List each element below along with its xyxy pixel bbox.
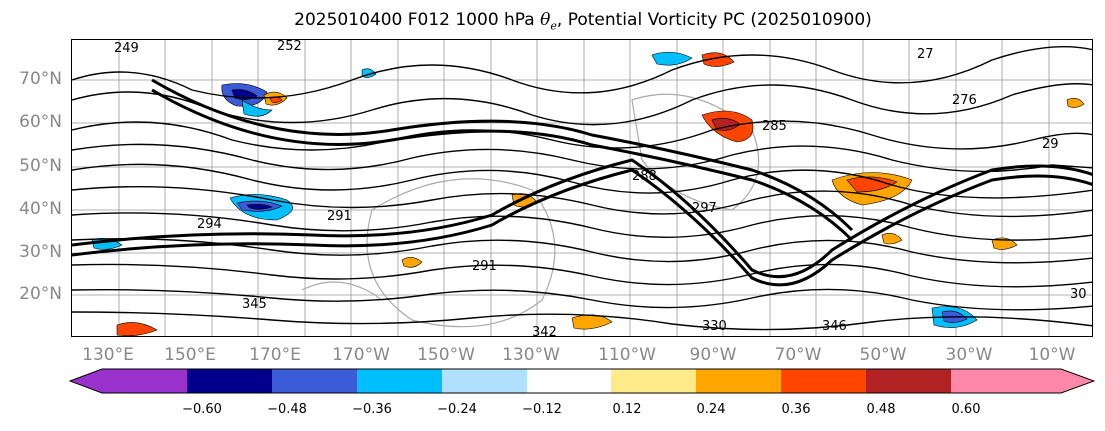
colorbar-tick-label: −0.36 [352,402,392,417]
contour-label: 342 [532,325,557,337]
colorbar-segment [272,369,357,393]
map-canvas: 249 252 291 294 288 297 342 346 330 27 2… [72,40,1092,337]
map-panel: 249 252 291 294 288 297 342 346 330 27 2… [71,39,1093,337]
lon-label: 30°W [945,345,993,365]
colorbar-tick-label: −0.60 [182,402,222,417]
colorbar-segment [527,369,611,393]
contour-label: 27 [917,47,934,62]
lon-label: 110°W [598,345,656,365]
colorbar-extend-high [1061,369,1094,393]
lon-label: 130°W [502,345,560,365]
contour-label: 297 [692,201,717,216]
contour-label: 252 [277,40,302,54]
contour-label: 276 [952,93,977,108]
colorbar-tick-label: −0.12 [522,402,562,417]
lon-label: 10°W [1028,345,1076,365]
theta-symbol: θ [540,10,551,30]
contour-label: 345 [242,297,267,312]
lon-label: 170°E [249,345,301,365]
lat-label: 20°N [19,284,62,304]
contour-label-group: 249 252 291 294 288 297 342 346 330 27 2… [114,40,1087,337]
lon-label: 90°W [689,345,737,365]
lat-label: 70°N [19,69,62,89]
contour-label: 330 [702,319,727,334]
lon-label: 150°W [417,345,475,365]
lon-label: 50°W [859,345,907,365]
colorbar-segment [357,369,442,393]
lon-label: 130°E [82,345,134,365]
lat-label: 50°N [19,156,62,176]
contour-label: 291 [472,259,497,274]
colorbar-extend-low [70,369,102,393]
contour-label: 249 [114,41,139,56]
contour-label: 294 [197,217,222,232]
colorbar-tick-label: −0.48 [267,402,307,417]
colorbar-segment [781,369,866,393]
contour-label: 30 [1070,287,1087,302]
colorbar-tick-label: 0.48 [866,402,896,417]
colorbar-segment [442,369,527,393]
contour-label: 288 [632,169,657,184]
title-prefix: 2025010400 F012 1000 hPa [294,10,541,30]
colorbar-tick-label: 0.36 [781,402,811,417]
colorbar-tick-label: −0.24 [437,402,477,417]
theta-subscript: e [550,19,557,33]
colorbar-tick-label: 0.24 [696,402,726,417]
contour-label: 29 [1042,137,1059,152]
colorbar-segment [611,369,696,393]
colorbar-tick-label: 0.12 [612,402,642,417]
lat-label: 40°N [19,199,62,219]
colorbar-segment [696,369,781,393]
colorbar-tick-label: 0.60 [951,402,981,417]
colorbar-segment [102,369,187,393]
lon-label: 150°E [164,345,216,365]
lon-label: 70°W [774,345,822,365]
contour-label: 346 [822,319,847,334]
colorbar-segment [951,369,1061,393]
contour-label: 291 [327,209,352,224]
contour-label: 285 [762,119,787,134]
jet-band [72,78,1092,287]
chart-title: 2025010400 F012 1000 hPa θe, Potential V… [0,10,1105,32]
lat-label: 60°N [19,112,62,132]
lat-label: 30°N [19,242,62,262]
title-suffix: , Potential Vorticity PC (2025010900) [556,10,872,30]
colorbar-outline [69,368,1095,394]
colorbar-segment [866,369,951,393]
colorbar-segment [187,369,272,393]
lon-label: 170°W [332,345,390,365]
colorbar [69,368,1095,394]
